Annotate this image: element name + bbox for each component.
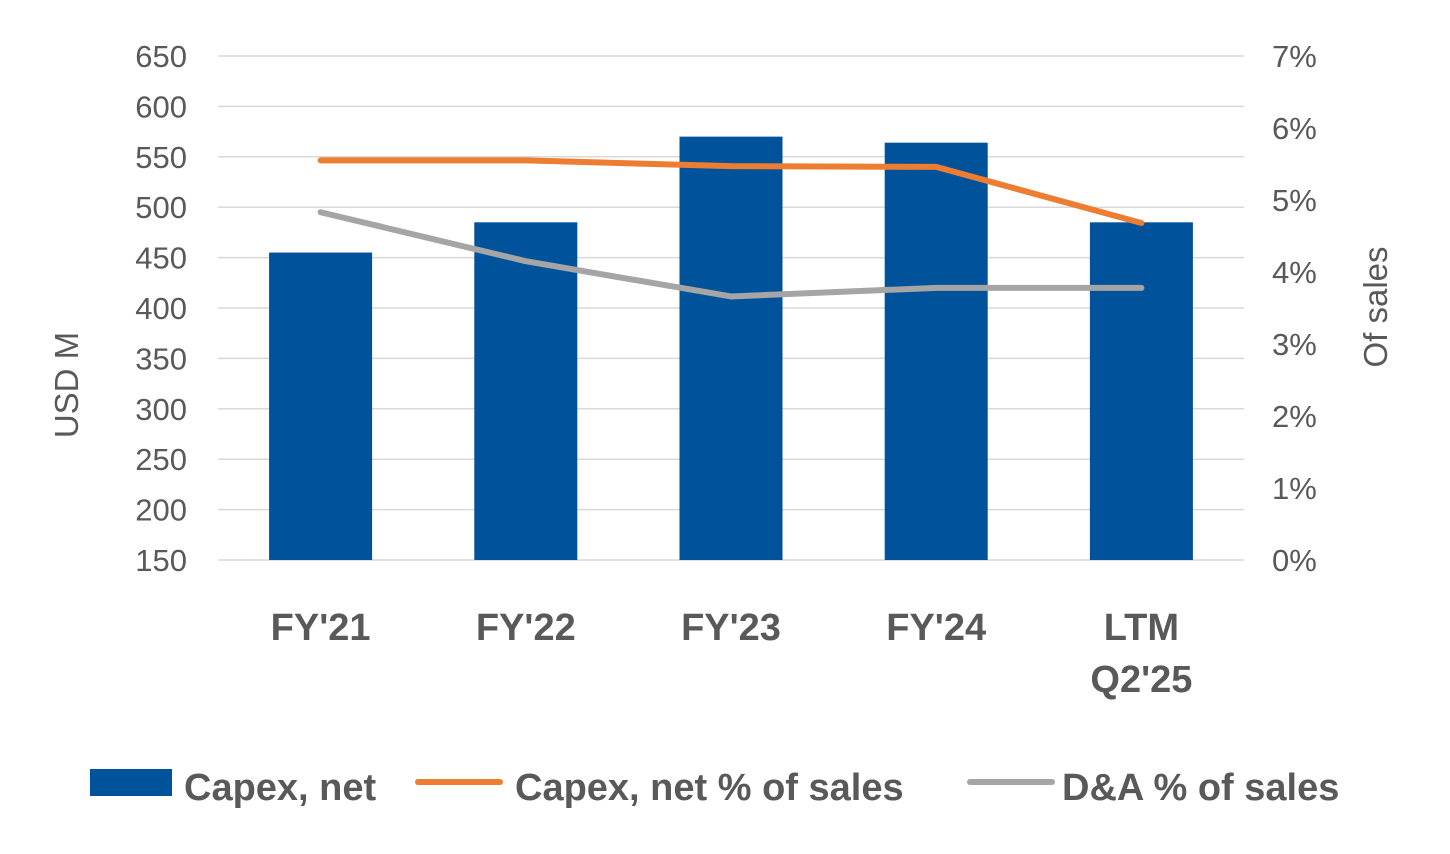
y-left-tick-label: 200: [135, 493, 187, 528]
legend-label: D&A % of sales: [1062, 767, 1339, 809]
line-da-pct-sales: [317, 209, 1145, 300]
y-right-tick-label: 3%: [1272, 327, 1317, 362]
y-axis-right: 0% 1% 2% 3% 4% 5% 6% 7%: [1272, 39, 1317, 578]
y-right-tick-label: 0%: [1272, 543, 1317, 578]
y-left-tick-label: 150: [135, 543, 187, 578]
y-left-tick-label: 400: [135, 291, 187, 326]
line-capex-pct-sales: [317, 157, 1145, 227]
y-axis-left: 150 200 250 300 350 400 450 500 550 600 650: [135, 39, 187, 578]
y-left-tick-label: 250: [135, 442, 187, 477]
legend-label: Capex, net % of sales: [515, 767, 904, 809]
bar-capex-net: [269, 252, 373, 560]
x-tick-label: LTM: [1104, 607, 1179, 649]
legend: Capex, net Capex, net % of sales D&A % of …: [90, 767, 1339, 809]
x-tick-label: FY'24: [886, 607, 986, 649]
y-right-tick-label: 7%: [1272, 39, 1317, 74]
y-left-tick-label: 650: [135, 39, 187, 74]
y-right-tick-label: 4%: [1272, 255, 1317, 290]
y-right-tick-label: 2%: [1272, 399, 1317, 434]
x-tick-label: Q2'25: [1090, 659, 1192, 701]
y-left-tick-label: 500: [135, 190, 187, 225]
x-tick-label: FY'22: [476, 607, 576, 649]
y-left-tick-label: 350: [135, 341, 187, 376]
y-axis-right-title: Of sales: [1357, 246, 1394, 367]
line-series: [317, 157, 1145, 300]
y-axis-left-title: USD M: [48, 332, 85, 438]
x-tick-label: FY'21: [271, 607, 371, 649]
bar-capex-net: [1089, 222, 1193, 560]
y-left-tick-label: 450: [135, 241, 187, 276]
legend-label: Capex, net: [184, 767, 377, 809]
bar-series: [269, 136, 1193, 561]
y-right-tick-label: 1%: [1272, 471, 1317, 506]
x-tick-label: FY'23: [681, 607, 781, 649]
x-axis: FY'21 FY'22 FY'23 FY'24 LTM Q2'25: [271, 607, 1193, 701]
y-right-tick-label: 5%: [1272, 183, 1317, 218]
y-left-tick-label: 550: [135, 140, 187, 175]
bar-capex-net: [679, 136, 783, 560]
bar-capex-net: [474, 222, 578, 560]
y-right-tick-label: 6%: [1272, 111, 1317, 146]
bar-capex-net: [884, 142, 988, 561]
y-left-tick-label: 300: [135, 392, 187, 427]
y-left-tick-label: 600: [135, 89, 187, 124]
legend-key-bar: [90, 769, 172, 796]
